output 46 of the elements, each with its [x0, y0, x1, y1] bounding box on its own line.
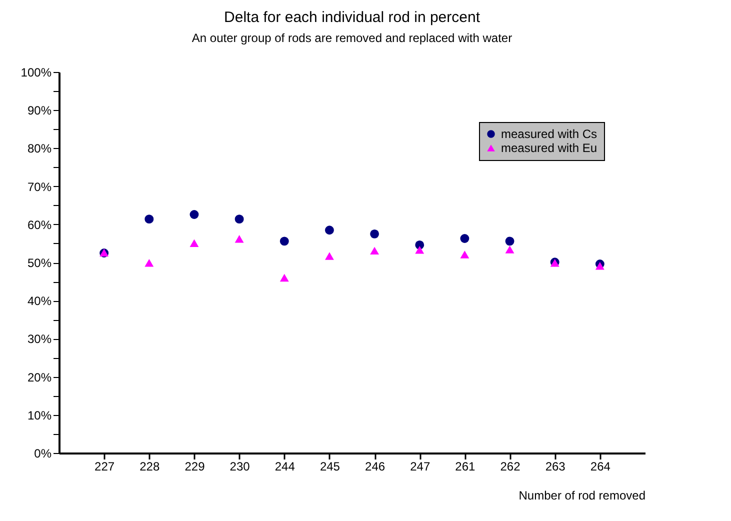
chart-title: Delta for each individual rod in percent — [224, 9, 481, 26]
y-tick-label: 30% — [27, 332, 52, 346]
legend-label: measured with Eu — [501, 141, 598, 155]
y-tick-label: 70% — [27, 180, 52, 194]
y-tick-label: 20% — [27, 370, 52, 384]
point — [190, 239, 199, 247]
x-tick-label: 244 — [274, 460, 296, 474]
chart-subtitle: An outer group of rods are removed and replaced with water — [192, 31, 512, 45]
point — [370, 246, 380, 255]
legend-label: measured with Cs — [501, 127, 598, 141]
x-tick-label: 264 — [590, 460, 611, 474]
x-tick-label: 261 — [455, 460, 476, 474]
y-tick-label: 0% — [34, 446, 52, 460]
y-tick-label: 40% — [27, 294, 52, 308]
y-tick-label: 60% — [27, 218, 52, 232]
y-tick-label: 80% — [27, 142, 52, 156]
x-tick-label: 262 — [500, 460, 521, 474]
point — [234, 235, 244, 243]
x-tick-label: 247 — [410, 460, 430, 474]
point — [324, 226, 334, 235]
point — [505, 246, 514, 254]
point — [190, 210, 199, 219]
point — [460, 234, 470, 243]
point — [595, 262, 604, 270]
point — [370, 229, 380, 238]
x-tick-label: 245 — [320, 460, 340, 474]
point — [144, 259, 154, 267]
x-tick-label: 263 — [545, 460, 566, 474]
point — [280, 236, 289, 246]
x-tick-label: 228 — [140, 460, 160, 474]
x-tick-label: 227 — [94, 460, 115, 474]
y-tick-label: 100% — [20, 66, 52, 80]
y-tick-label: 50% — [27, 256, 52, 270]
point — [415, 246, 424, 254]
point — [505, 236, 514, 246]
point — [324, 252, 334, 260]
x-tick-label: 230 — [230, 460, 250, 474]
x-tick-label: 246 — [365, 460, 386, 474]
x-axis-title: Number of rod removed — [518, 488, 646, 502]
point — [234, 214, 244, 224]
x-tick-label: 229 — [184, 460, 206, 474]
point — [280, 274, 289, 282]
y-tick-label: 90% — [27, 104, 52, 118]
point — [144, 214, 154, 224]
y-tick-label: 10% — [27, 408, 52, 422]
point — [460, 250, 470, 258]
